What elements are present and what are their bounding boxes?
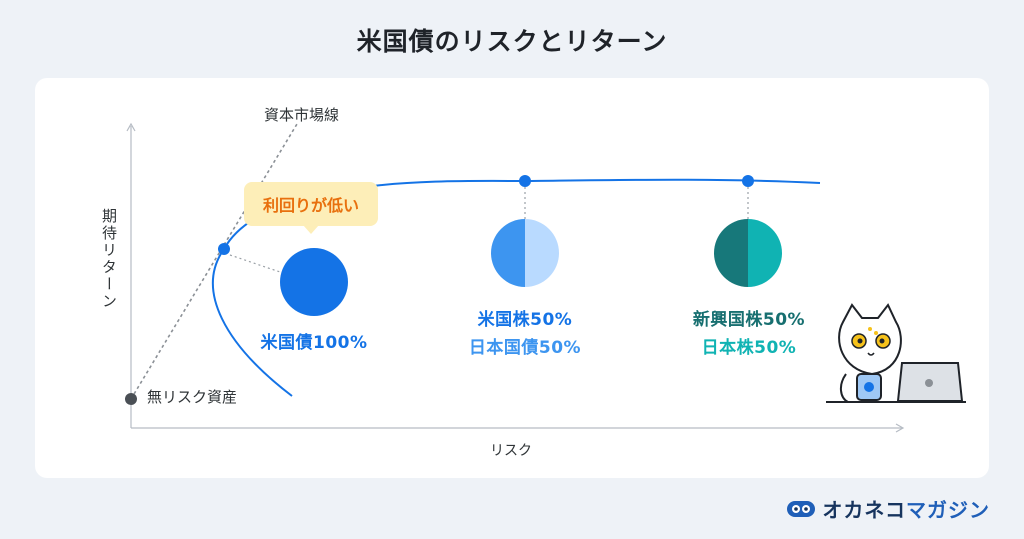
portfolio-balanced-label: 米国株50% 日本国債50%: [455, 306, 595, 362]
risk-free-point: [125, 393, 137, 405]
portfolio-us-bond-label: 米国債100%: [254, 328, 374, 353]
portfolio-emerging-label: 新興国株50% 日本株50%: [674, 306, 824, 362]
page-title: 米国債のリスクとリターン: [356, 27, 668, 56]
balanced-point: [519, 175, 531, 187]
pie-us-bond-100: [280, 248, 348, 316]
portfolio-balanced-line2: 日本国債50%: [468, 338, 582, 358]
portfolio-emerging-line2: 日本株50%: [701, 338, 797, 358]
pie-emerging-em-stock: [714, 219, 748, 287]
capital-market-line: [130, 123, 298, 400]
x-axis-arrow: [895, 423, 905, 433]
pie-emerging-jp-stock: [748, 219, 782, 287]
cat-with-laptop-illustration: [826, 303, 966, 403]
brand-name-part1: オカネコ: [822, 498, 906, 522]
portfolio-emerging-line1: 新興国株50%: [692, 310, 806, 330]
capital-market-line-label: 資本市場線: [264, 106, 340, 124]
brand-name-part2: マガジン: [906, 498, 990, 522]
pie-balanced-jp-bond: [525, 219, 559, 287]
emerging-point: [742, 175, 754, 187]
portfolio-us-bond-line1: 米国債100%: [260, 333, 368, 353]
brand-logo: オカネコマガジン: [786, 494, 990, 523]
risk-free-asset-label: 無リスク資産: [147, 388, 238, 406]
callout-tail: [303, 225, 319, 234]
low-yield-callout: 利回りが低い: [244, 182, 378, 226]
pie-balanced-us-stock: [491, 219, 525, 287]
x-axis-label: リスク: [490, 443, 532, 459]
y-axis-arrow: [126, 122, 136, 132]
efficient-frontier-curve: [211, 178, 821, 397]
y-axis-label: 期待リターン: [100, 208, 118, 310]
brand-logo-icon: [787, 500, 816, 517]
connector-us-bond: [229, 254, 281, 273]
brand-logo-text: オカネコマガジン: [822, 494, 990, 523]
portfolio-balanced-line1: 米国株50%: [477, 310, 573, 330]
us-bond-point: [218, 243, 230, 255]
